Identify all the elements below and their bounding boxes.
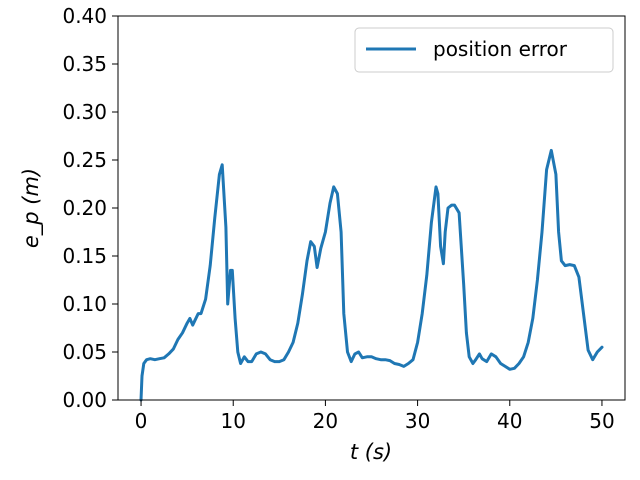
y-axis-ticks: 0.00 0.05 0.10 0.15 0.20 0.25 0.30 0.35 0.40	[62, 4, 118, 412]
y-tick-label: 0.15	[62, 244, 107, 268]
legend-box	[354, 27, 614, 73]
y-tick-label: 0.40	[62, 4, 107, 28]
x-axis-label: t (s)	[350, 440, 392, 464]
y-axis-label: e_p (m)	[19, 168, 44, 248]
x-tick-label: 30	[405, 409, 430, 433]
x-tick-label: 20	[313, 409, 338, 433]
axes-frame	[117, 15, 626, 401]
series-line-position-error	[139, 148, 604, 402]
x-tick-label: 0	[135, 409, 148, 433]
legend: position error	[354, 27, 614, 73]
y-tick-label: 0.35	[62, 52, 107, 76]
y-tick-label: 0.30	[62, 100, 107, 124]
x-tick-label: 40	[497, 409, 522, 433]
y-tick-label: 0.20	[62, 196, 107, 220]
y-tick-label: 0.00	[62, 388, 107, 412]
legend-entry-position-error: position error	[433, 37, 568, 61]
y-tick-label: 0.25	[62, 148, 107, 172]
x-axis-ticks: 0 10 20 30 40 50	[135, 400, 615, 433]
x-tick-label: 10	[221, 409, 246, 433]
y-tick-label: 0.05	[62, 340, 107, 364]
x-tick-label: 50	[589, 409, 614, 433]
y-tick-label: 0.10	[62, 292, 107, 316]
plot-area	[139, 148, 604, 402]
